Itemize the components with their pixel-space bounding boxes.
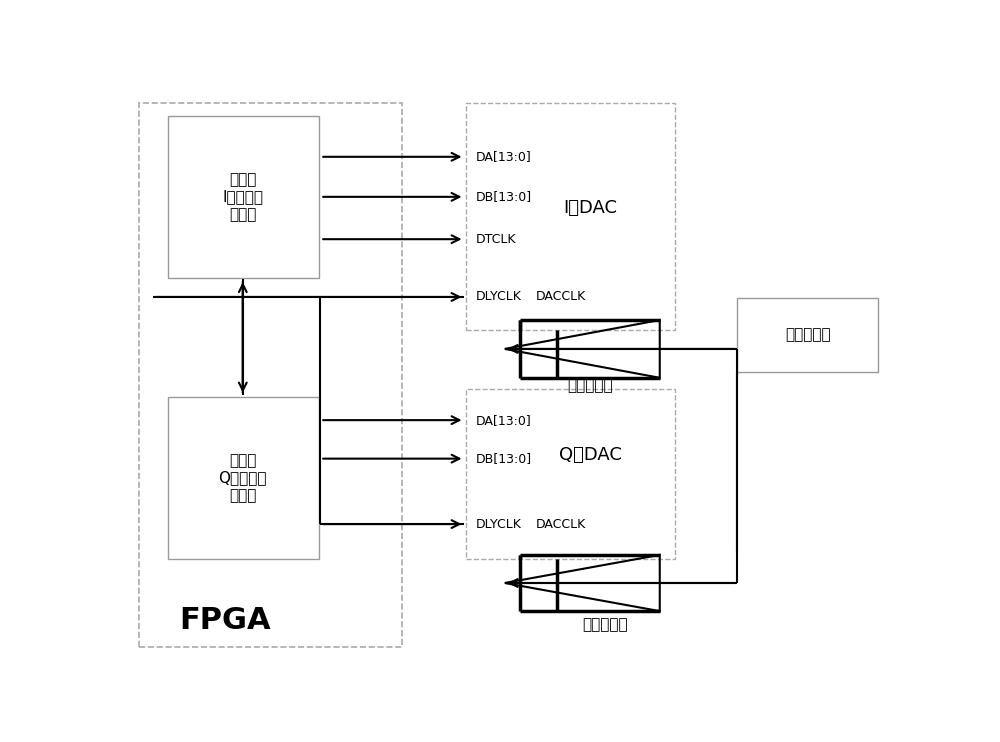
Text: FPGA: FPGA [179, 605, 271, 635]
Bar [139, 103, 402, 646]
Text: 调制器
I路基带数
据成形: 调制器 I路基带数 据成形 [222, 172, 263, 222]
Text: DA[13:0]: DA[13:0] [476, 413, 532, 427]
Bar [466, 390, 675, 559]
Bar [168, 397, 319, 559]
Text: 差分变换器: 差分变换器 [583, 617, 628, 631]
Text: 调制器
Q路基带数
据成形: 调制器 Q路基带数 据成形 [219, 453, 267, 503]
Text: 频率综合器: 频率综合器 [785, 327, 831, 342]
Bar [466, 103, 675, 330]
Text: DB[13:0]: DB[13:0] [476, 191, 532, 203]
Text: I路DAC: I路DAC [563, 200, 617, 217]
Bar [168, 116, 319, 278]
Text: DLYCLK: DLYCLK [476, 518, 522, 531]
Text: DACCLK: DACCLK [536, 290, 586, 303]
Bar [737, 298, 878, 372]
Text: DA[13:0]: DA[13:0] [476, 151, 532, 163]
Text: DTCLK: DTCLK [476, 233, 517, 246]
Text: DLYCLK: DLYCLK [476, 290, 522, 303]
Text: DB[13:0]: DB[13:0] [476, 452, 532, 465]
Text: Q路DAC: Q路DAC [559, 446, 621, 464]
Text: 差分变换器: 差分变换器 [567, 378, 613, 393]
Text: DACCLK: DACCLK [536, 518, 586, 531]
